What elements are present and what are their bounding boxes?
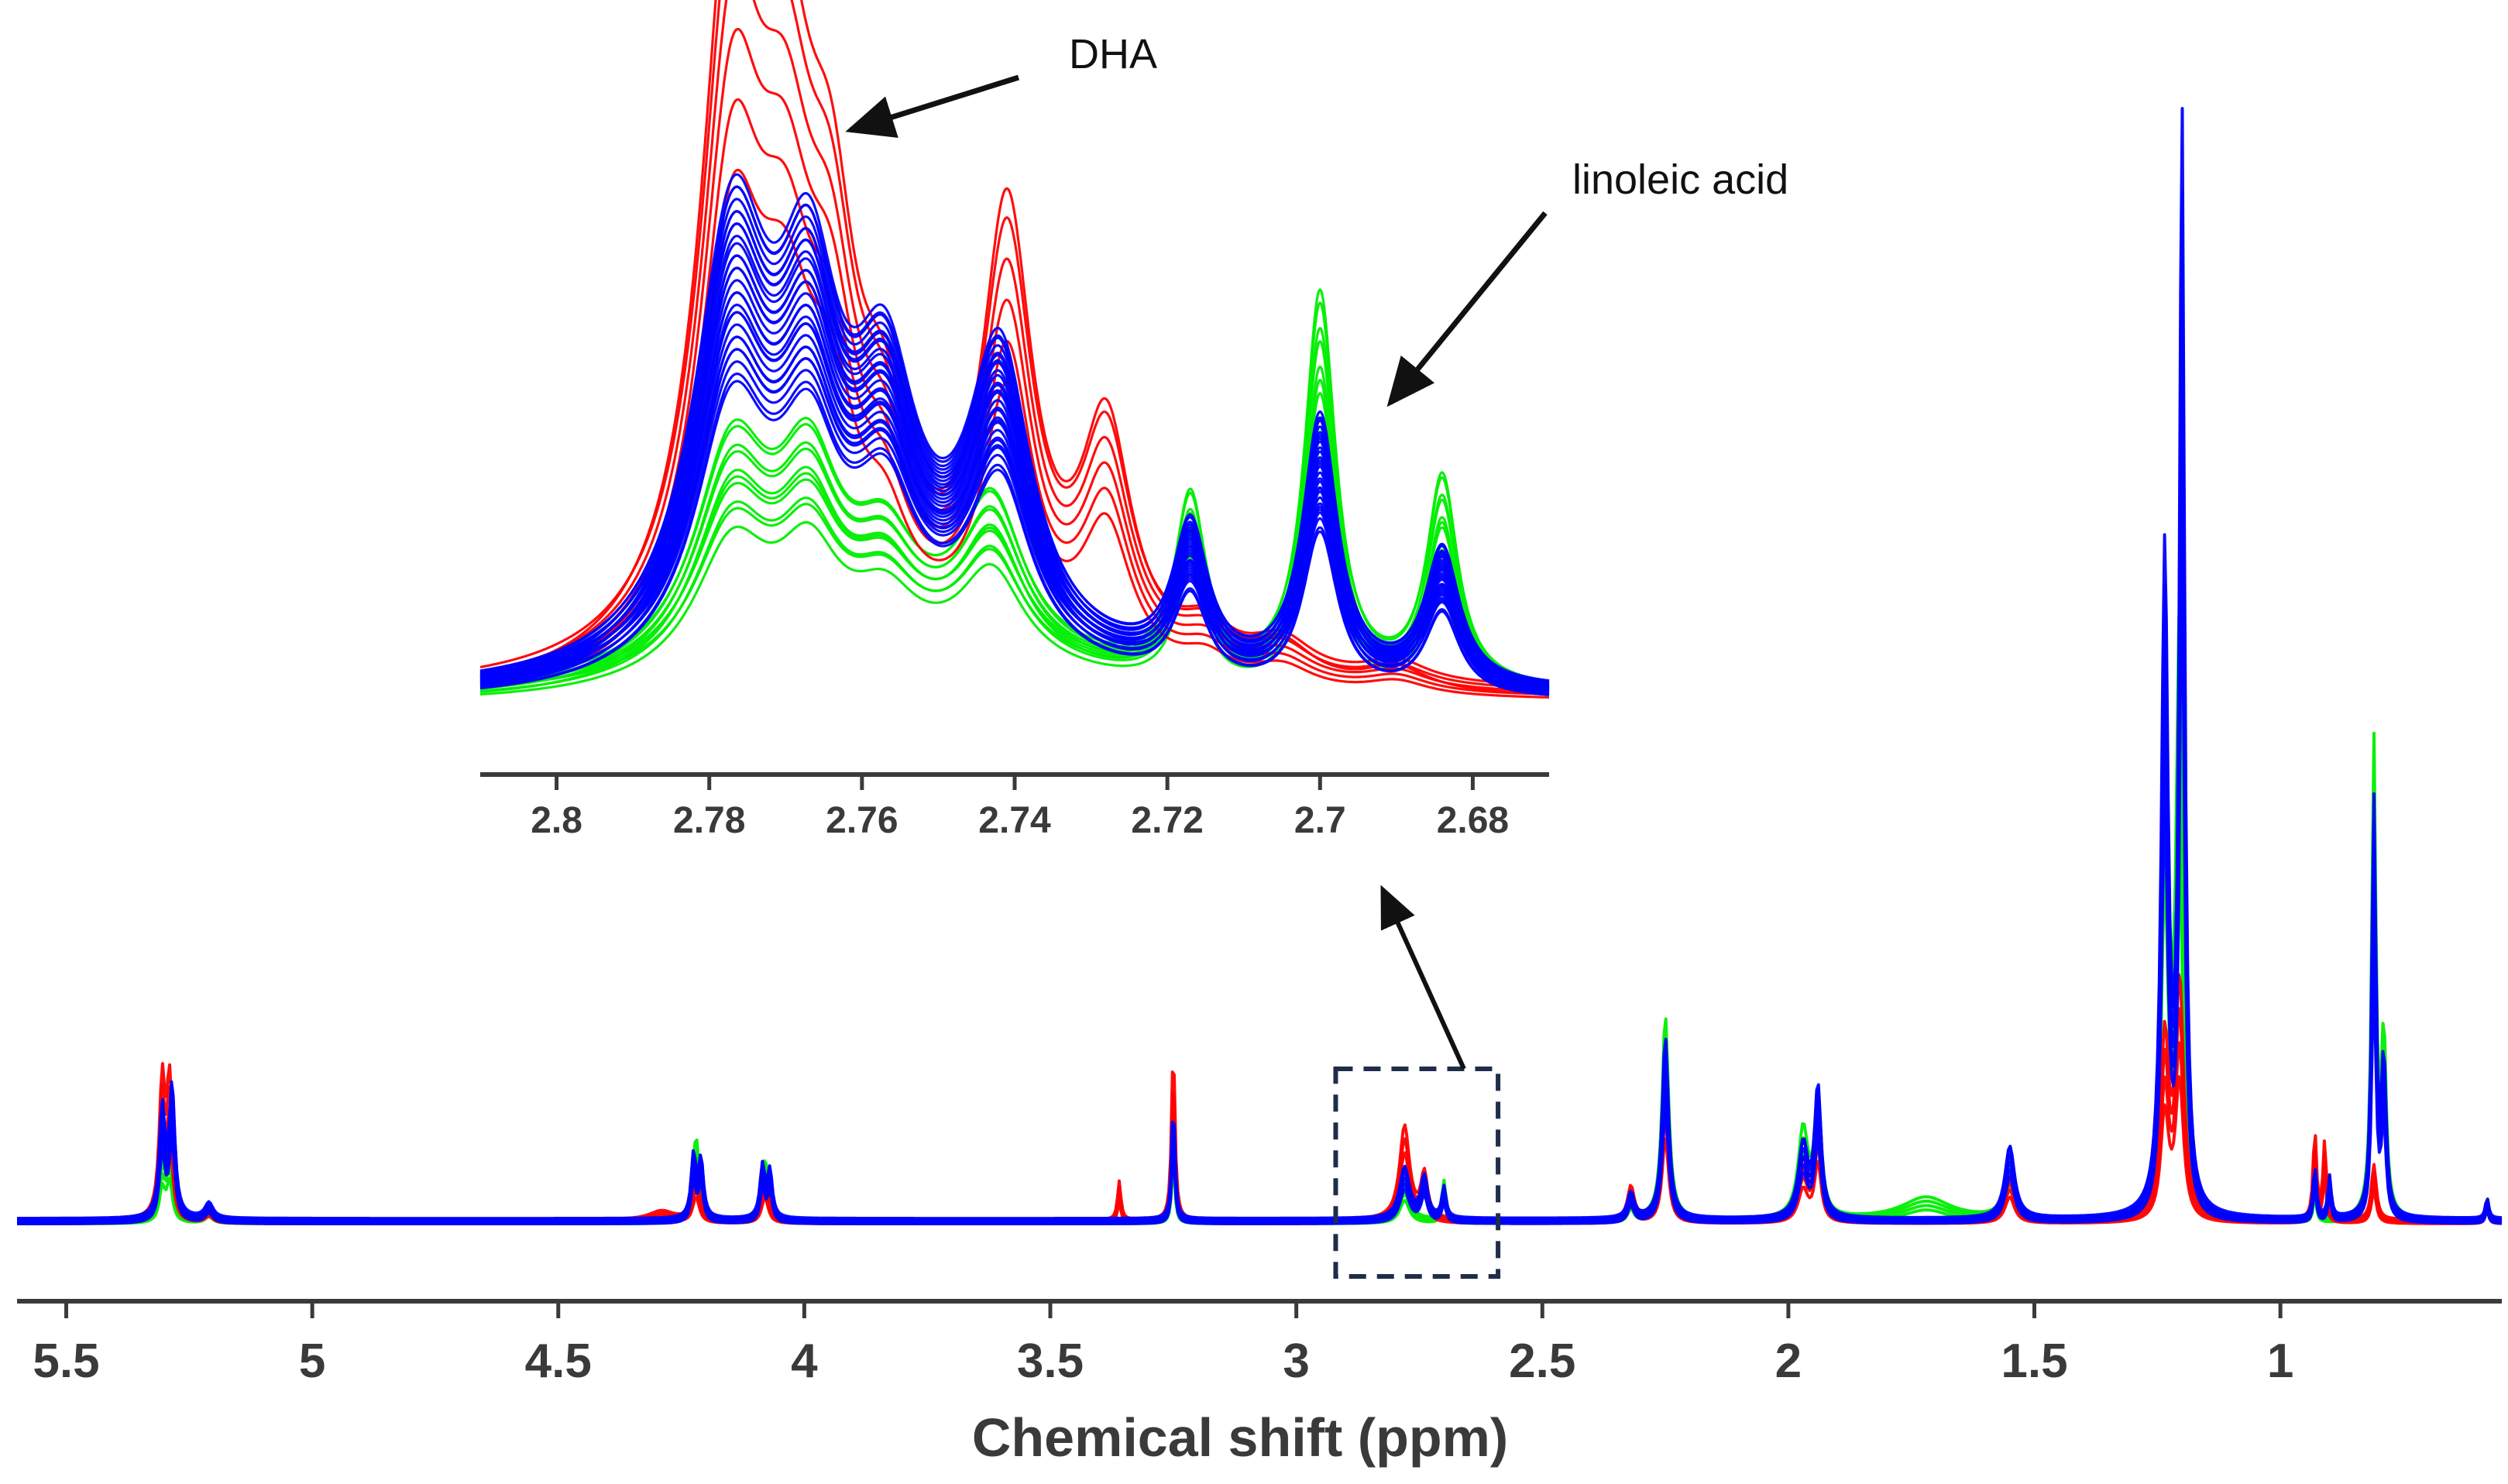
main-series-green-1: [17, 778, 2503, 1225]
main-tick-label-6: 2.5: [1509, 1335, 1575, 1388]
inset-ticks-group: 2.8 2.78 2.76 2.74 2.72 2.7 2.68: [531, 775, 1509, 841]
main-series-red-0: [17, 1075, 2503, 1225]
zoom-arrow: [1380, 885, 1466, 1070]
inset-series-group: [479, 0, 1550, 699]
main-ticks-group: 5.5 5 4.5 4 3.5 3 2.5 2 1.5 1: [33, 1301, 2293, 1388]
main-series-red-2: [17, 1007, 2503, 1223]
main-tick-label-8: 1.5: [2001, 1335, 2067, 1388]
zoom-region-box: [1333, 1067, 1501, 1279]
inset-series-blue-9: [479, 185, 1550, 682]
inset-tick-label-6: 2.68: [1437, 800, 1509, 841]
main-series-red-3: [17, 973, 2503, 1221]
inset-series-green-7: [479, 288, 1550, 687]
inset-plot: 2.8 2.78 2.76 2.74 2.72 2.7 2.68: [479, 0, 1550, 841]
main-tick-label-2: 4.5: [525, 1335, 592, 1388]
inset-tick-label-5: 2.7: [1294, 800, 1346, 841]
inset-series-blue-22: [479, 360, 1550, 691]
main-series-red-1: [17, 1041, 2503, 1225]
inset-tick-label-4: 2.72: [1131, 800, 1203, 841]
inset-tick-label-3: 2.74: [978, 800, 1051, 841]
inset-series-blue-27: [479, 235, 1550, 688]
linoleic-acid-label: linoleic acid: [1572, 156, 1788, 203]
main-series-blue-5: [17, 107, 2503, 1225]
main-tick-label-1: 5: [299, 1335, 325, 1388]
main-tick-label-0: 5.5: [33, 1335, 99, 1388]
inset-series-red-5: [479, 0, 1550, 696]
main-spectrum-plot: 5.5 5 4.5 4 3.5 3 2.5 2 1.5 1 Chemical shift (ppm…: [17, 107, 2503, 1468]
inset-series-blue-26: [479, 304, 1550, 692]
dha-label: DHA: [1069, 31, 1157, 77]
main-series-group: [17, 107, 2503, 1225]
main-tick-label-9: 1: [2267, 1335, 2293, 1388]
main-series-blue-4: [17, 191, 2503, 1221]
main-tick-label-7: 2: [1775, 1335, 1802, 1388]
inset-series-blue-25: [479, 373, 1550, 696]
main-tick-label-4: 3.5: [1017, 1335, 1084, 1388]
inset-tick-label-0: 2.8: [531, 800, 582, 841]
main-series-green-0: [17, 860, 2503, 1225]
inset-series-blue-23: [479, 291, 1550, 687]
inset-tick-label-2: 2.76: [826, 800, 898, 841]
dha-arrow: [845, 74, 1020, 138]
main-tick-label-3: 4: [791, 1335, 818, 1388]
linoleic-acid-arrow: [1386, 211, 1548, 407]
main-tick-label-5: 3: [1283, 1335, 1309, 1388]
inset-series-blue-24: [479, 222, 1550, 683]
main-x-axis-title: Chemical shift (ppm): [972, 1407, 1508, 1468]
inset-tick-label-1: 2.78: [673, 800, 745, 841]
